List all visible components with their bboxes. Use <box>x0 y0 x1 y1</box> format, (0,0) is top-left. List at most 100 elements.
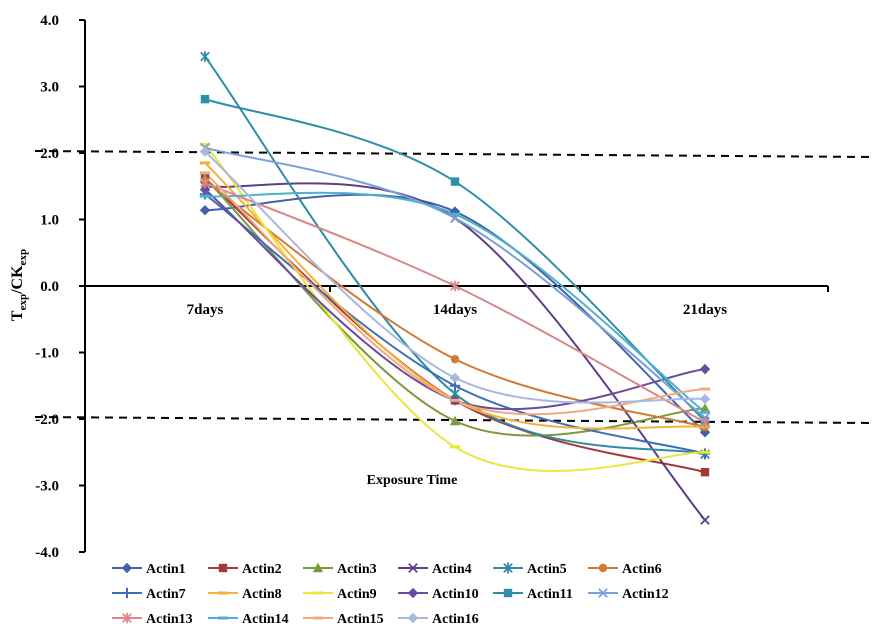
data-point-actin8 <box>199 161 211 165</box>
legend-swatch-marker <box>503 562 513 574</box>
legend-item-actin2: Actin2 <box>208 562 282 577</box>
data-point-actin13 <box>450 280 460 292</box>
y-axis-title-mid: /CK <box>9 265 26 295</box>
legend-item-actin3: Actin3 <box>303 562 377 577</box>
series-markers <box>199 51 711 525</box>
data-point-actin15 <box>449 398 461 402</box>
data-point-actin9 <box>199 142 211 146</box>
data-point-actin13 <box>700 417 710 428</box>
series-line-actin5 <box>204 55 706 456</box>
legend-label: Actin4 <box>432 562 472 577</box>
legend-label: Actin13 <box>146 612 193 627</box>
data-point-actin16 <box>199 146 211 157</box>
legend-label: Actin5 <box>527 562 567 577</box>
series-line-actin16 <box>204 150 706 404</box>
series-line-actin9 <box>204 143 706 472</box>
legend-swatch-marker <box>408 563 418 573</box>
data-point-actin16 <box>699 393 711 405</box>
data-point-actin6 <box>450 354 460 364</box>
legend-item-actin6: Actin6 <box>588 562 662 577</box>
legend-label: Actin2 <box>242 562 282 577</box>
data-point-actin9 <box>699 450 711 454</box>
threshold-line <box>34 150 872 158</box>
y-axis-title-sub1: exp <box>17 294 29 311</box>
x-tick-label: 14days <box>433 302 477 318</box>
legend-swatch-marker <box>312 591 324 595</box>
legend-item-actin14: Actin14 <box>208 612 289 627</box>
legend-swatch-marker <box>407 587 419 599</box>
legend-swatch-marker <box>218 563 228 573</box>
legend-item-actin15: Actin15 <box>303 612 384 627</box>
legend-label: Actin6 <box>622 562 662 577</box>
legend-item-actin16: Actin16 <box>398 612 479 627</box>
y-tick-label: 4.0 <box>40 13 59 29</box>
legend-label: Actin15 <box>337 612 384 627</box>
y-axis-title-main: T <box>9 310 26 321</box>
legend-label: Actin10 <box>432 587 479 602</box>
legend-label: Actin11 <box>527 587 573 602</box>
legend-item-actin4: Actin4 <box>398 562 472 577</box>
legend-label: Actin14 <box>242 612 289 627</box>
legend-swatch-marker <box>598 563 608 573</box>
legend-swatch-marker <box>312 562 324 573</box>
data-point-actin11 <box>450 177 460 186</box>
data-point-actin14 <box>199 194 211 198</box>
legend-label: Actin12 <box>622 587 669 602</box>
legend-swatch-marker <box>407 612 419 624</box>
data-point-actin5 <box>200 51 210 62</box>
legend-swatch-marker <box>598 588 608 598</box>
data-point-actin11 <box>200 94 210 104</box>
data-point-actin10 <box>199 184 211 195</box>
legend-item-actin9: Actin9 <box>303 587 377 602</box>
legend-swatch-marker <box>122 612 132 624</box>
y-tick-label: -4.0 <box>35 545 59 561</box>
data-point-actin3 <box>699 403 711 413</box>
legend-label: Actin3 <box>337 562 377 577</box>
legend-item-actin13: Actin13 <box>112 612 193 627</box>
data-point-actin1 <box>199 204 211 216</box>
y-tick-label: 3.0 <box>40 80 59 96</box>
y-tick-label: 2.0 <box>40 146 59 162</box>
legend-item-actin5: Actin5 <box>493 562 567 577</box>
data-point-actin14 <box>699 410 711 414</box>
legend-item-actin10: Actin10 <box>398 587 479 602</box>
data-point-actin15 <box>699 387 711 391</box>
y-ticks: 4.0 3.0 2.0 1.0 0.0 -1.0 -2.0 -3.0 -4.0 <box>35 13 85 561</box>
legend-item-actin7: Actin7 <box>112 587 186 602</box>
data-point-actin2 <box>700 468 710 477</box>
legend-label: Actin16 <box>432 612 479 627</box>
y-tick-label: -1.0 <box>35 346 59 362</box>
data-point-actin13 <box>200 177 210 189</box>
data-point-actin14 <box>449 212 461 216</box>
legend-item-actin8: Actin8 <box>208 587 282 602</box>
legend-swatch-marker <box>121 587 133 599</box>
data-point-actin15 <box>199 171 211 175</box>
legend-label: Actin1 <box>146 562 186 577</box>
legend-item-actin11: Actin11 <box>493 587 573 602</box>
legend-swatch-marker <box>217 616 229 620</box>
series-line-actin7 <box>204 193 706 455</box>
legend: Actin1 Actin2 Actin3 Actin4 Actin5 Actin6 Acti… <box>112 562 669 627</box>
y-tick-label: -3.0 <box>35 479 59 495</box>
y-tick-label: -2.0 <box>35 412 59 428</box>
x-ticks: 7days 14days 21days <box>84 286 829 318</box>
y-tick-label: 1.0 <box>40 213 59 229</box>
data-point-actin16 <box>449 372 461 383</box>
data-point-actin10 <box>699 363 711 375</box>
y-tick-label: 0.0 <box>40 279 59 295</box>
data-point-actin4 <box>700 515 710 525</box>
y-axis-title-sub2: exp <box>17 249 29 266</box>
x-axis-title: Exposure Time <box>367 473 458 488</box>
legend-label: Actin7 <box>146 587 186 602</box>
legend-swatch-marker <box>312 616 324 620</box>
legend-swatch-marker <box>503 588 513 598</box>
x-tick-label: 21days <box>683 302 727 318</box>
x-tick-label: 7days <box>187 302 224 318</box>
legend-label: Actin8 <box>242 587 282 602</box>
data-point-actin9 <box>449 445 461 449</box>
y-axis-title: Texp/CKexp <box>9 249 29 321</box>
legend-item-actin1: Actin1 <box>112 562 186 577</box>
legend-label: Actin9 <box>337 587 377 602</box>
legend-swatch-marker <box>217 591 229 595</box>
